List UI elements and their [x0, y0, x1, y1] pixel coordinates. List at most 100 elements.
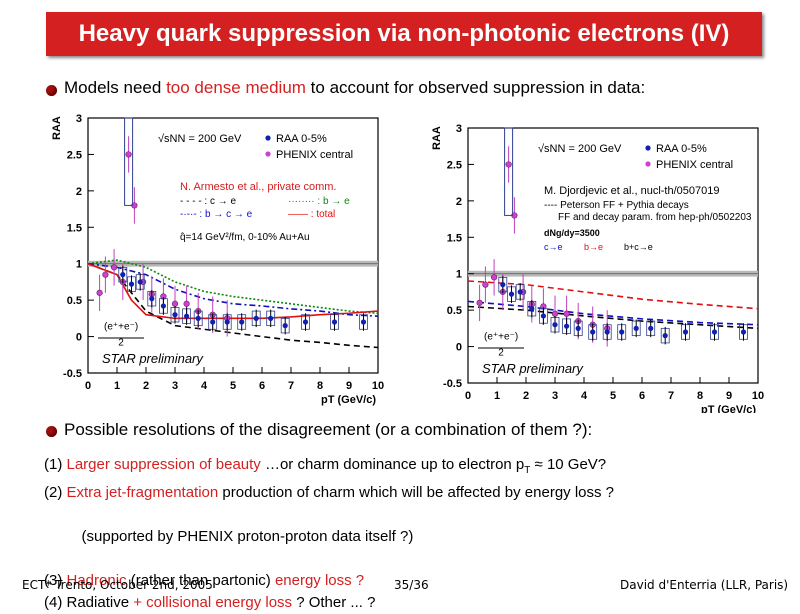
star-point [648, 325, 654, 331]
model-title: N. Armesto et al., private comm. [180, 181, 337, 193]
star-syst-box [504, 127, 514, 216]
bullet-models: Models need too dense medium to account … [64, 78, 645, 98]
phenix-point [490, 274, 498, 281]
phenix-point [183, 300, 190, 307]
star-point [590, 329, 596, 335]
x-tick-label: 1 [494, 390, 500, 402]
y-tick-label: -0.5 [443, 378, 462, 390]
x-tick-label: 3 [552, 390, 558, 402]
legend-phenix: PHENIX central [276, 149, 353, 161]
x-tick-label: 0 [85, 380, 91, 392]
phenix-point [110, 264, 118, 271]
y-tick-label: 1.5 [67, 222, 82, 234]
star-preliminary-label: STAR preliminary [482, 361, 584, 376]
list-item: (2) Extra jet-fragmentation production o… [44, 484, 615, 501]
y-tick-label: 2 [76, 186, 82, 198]
x-tick-label: 9 [726, 390, 732, 402]
phenix-point [563, 310, 570, 317]
curve-b-to-e [87, 259, 379, 315]
star-point [128, 281, 135, 287]
curve-b-c-e [87, 262, 379, 317]
annotation-denominator: 2 [118, 337, 124, 348]
phenix-point [482, 281, 489, 288]
phenix-point [476, 299, 483, 306]
star-point [184, 313, 190, 319]
star-point [224, 319, 230, 325]
star-point [302, 319, 309, 325]
y-tick-label: 1 [456, 269, 462, 281]
y-tick-label: 0 [456, 342, 462, 354]
star-point [508, 291, 515, 297]
model-legend-entry: ········ : b → e [288, 196, 350, 207]
phenix-point [96, 289, 103, 296]
star-point [682, 329, 689, 335]
model-legend-entry: - - - - : c → e [180, 196, 237, 207]
x-tick-label: 6 [639, 390, 645, 402]
curve-c-to-e [467, 300, 759, 326]
star-point [500, 282, 506, 288]
y-tick-label: 3 [456, 123, 462, 135]
y-axis-label: RAA [431, 126, 443, 150]
star-point [210, 319, 216, 325]
model-note: q̂=14 GeV²/fm, 0-10% Au+Au [180, 231, 310, 243]
y-tick-label: 2.5 [447, 159, 462, 171]
star-point [711, 329, 718, 335]
curve-label: b+c→e [624, 242, 653, 252]
legend-phenix-marker [645, 161, 651, 167]
curve-b-c-e [467, 305, 759, 330]
legend-star-marker [265, 135, 271, 141]
bullet-icon [46, 426, 57, 437]
legend-energy: √sNN = 200 GeV [158, 133, 242, 145]
bullet-models-suffix: to account for observed suppression in d… [305, 78, 646, 97]
x-tick-label: 4 [581, 390, 588, 402]
x-tick-label: 7 [288, 380, 294, 392]
star-point [120, 272, 126, 278]
legend-phenix: PHENIX central [656, 159, 733, 171]
x-axis-label: pT (GeV/c) [321, 394, 376, 406]
star-point [740, 329, 747, 335]
x-tick-label: 9 [346, 380, 352, 392]
star-point [552, 322, 558, 328]
y-tick-label: 1 [76, 259, 82, 271]
star-point [540, 313, 546, 319]
annotation-denominator: 2 [498, 347, 504, 358]
annotation-ratio: (e⁺+e⁻) [484, 331, 518, 342]
legend-raa: RAA 0-5% [656, 143, 707, 155]
x-tick-label: 2 [523, 390, 529, 402]
page-number: 35/36 [394, 578, 429, 592]
star-point [517, 289, 523, 295]
y-tick-label: 2 [456, 196, 462, 208]
model-line: FF and decay param. from hep-ph/0502203 [558, 212, 752, 223]
y-axis-label: RAA [51, 116, 63, 140]
x-tick-label: 3 [172, 380, 178, 392]
star-preliminary-label: STAR preliminary [102, 351, 204, 366]
star-point [564, 323, 570, 329]
curve-b-to-e [467, 280, 759, 310]
star-point [195, 315, 201, 321]
x-tick-label: 5 [230, 380, 236, 392]
legend-phenix-marker [265, 151, 271, 157]
phenix-point [171, 300, 179, 307]
bullet-icon [46, 85, 57, 96]
bullet-resolutions: Possible resolutions of the disagreement… [64, 420, 593, 439]
star-point [604, 329, 610, 335]
star-point [172, 312, 178, 318]
list-item: (3) Hadronic (rather than partonic) ener… [44, 572, 365, 589]
y-tick-label: -0.5 [63, 368, 82, 380]
star-point [662, 333, 668, 339]
phenix-point [551, 310, 559, 317]
bullet-models-highlight: too dense medium [166, 78, 306, 97]
x-tick-label: 10 [372, 380, 384, 392]
footer-venue: ECT* Trento, October 2nd, 2005 [22, 578, 213, 592]
phenix-point [102, 271, 109, 278]
legend-star-marker [645, 145, 651, 151]
star-point [575, 325, 581, 331]
y-tick-label: 0.5 [447, 305, 462, 317]
legend-raa: RAA 0-5% [276, 133, 327, 145]
footer-author: David d'Enterria (LLR, Paris) [620, 578, 789, 592]
model-note: dNg/dy=3500 [544, 228, 600, 238]
star-point [149, 296, 155, 302]
y-tick-label: 2.5 [67, 149, 82, 161]
star-point [633, 325, 639, 331]
